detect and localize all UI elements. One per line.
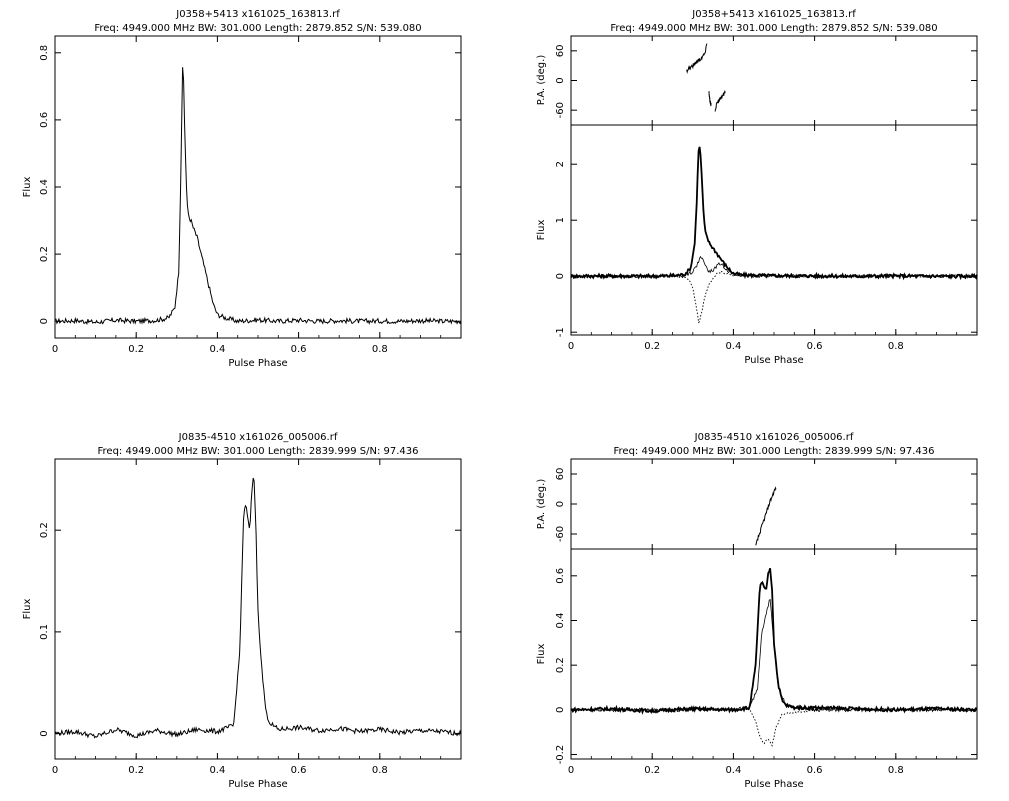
panel-3-data [54,477,462,739]
x-tick-label: 0.8 [888,765,904,776]
panel-2-subtitle: Freq: 4949.000 MHz BW: 301.000 Length: 2… [610,23,937,34]
pa-curve [686,43,708,74]
x-tick-label: 0.8 [372,344,388,355]
x-tick-label: 0 [52,344,58,355]
panel-4-pa-frame [570,458,978,550]
panel-4-frame [570,548,978,760]
x-tick-label: 0.4 [209,344,225,355]
pa-curve [714,89,726,112]
x-tick-label: 0.6 [807,765,823,776]
panel-1-title: J0358+5413 x161025_163813.rf [175,9,340,20]
y-tick-label: 0.2 [555,657,566,673]
pa-y-tick-label: 0 [555,501,566,507]
pa-y-tick-label: -60 [555,102,566,118]
panel-3-xlabel: Pulse Phase [228,779,287,790]
x-tick-label: 0.2 [644,341,660,352]
panel-2-xlabel: Pulse Phase [744,355,803,366]
panel-2-ylabel: Flux [536,220,547,241]
x-tick-label: 0.4 [725,341,741,352]
y-tick-label: 0.4 [39,179,50,195]
panel-2-pa-ylabel: P.A. (deg.) [536,55,547,106]
x-tick-label: 0.4 [725,765,741,776]
panel-2-pa-frame [570,35,978,126]
panel-2: J0358+5413 x161025_163813.rf Freq: 4949.… [536,9,978,366]
x-tick-label: 0.8 [372,765,388,776]
panel-3-title: J0835-4510 x161026_005006.rf [178,432,338,443]
x-tick-label: 0.8 [888,341,904,352]
panel-2-pa-data [686,43,726,112]
series-line-dotted [570,270,978,324]
pa-curve [708,91,712,107]
y-tick-label: 1 [555,217,566,223]
x-tick-label: 0.2 [644,765,660,776]
y-tick-label: -0.2 [555,745,566,765]
y-tick-label: 0 [39,730,50,736]
series-line-thick [570,146,978,281]
y-tick-label: -1 [555,327,566,337]
y-tick-label: 0.6 [555,568,566,584]
series-line-solid [54,477,462,739]
panel-4-title: J0835-4510 x161026_005006.rf [694,432,854,443]
series-line-thin [570,255,978,280]
panel-4-ylabel: Flux [536,644,547,665]
panel-1: J0358+5413 x161025_163813.rf Freq: 4949.… [22,9,462,369]
pa-curve [755,486,777,546]
y-tick-label: 0.8 [39,45,50,61]
panel-2-pa-axes: -60 0 60 [555,36,977,125]
panel-4-data [570,567,978,747]
panel-4-xlabel: Pulse Phase [744,779,803,790]
series-line-thin [570,598,978,713]
x-tick-label: 0.2 [128,765,144,776]
x-tick-label: 0.6 [291,344,307,355]
y-tick-label: 0.2 [39,522,50,538]
x-tick-label: 0 [568,765,574,776]
panel-3-subtitle: Freq: 4949.000 MHz BW: 301.000 Length: 2… [98,446,419,457]
panel-1-subtitle: Freq: 4949.000 MHz BW: 301.000 Length: 2… [94,23,421,34]
panel-1-frame [54,35,462,339]
panel-4-pa-data [755,486,777,546]
panel-3-ylabel: Flux [22,599,33,620]
series-line-dotted [570,708,978,747]
panel-1-axes: 0 0.2 0.4 0.6 0.8 0 0.2 0.4 0.6 0.8 [39,36,461,355]
y-tick-label: 0 [39,318,50,324]
x-tick-label: 0.4 [209,765,225,776]
pa-y-tick-label: 60 [555,468,566,481]
panel-4-axes: 0 0.2 0.4 0.6 0.8-0.200.20.40.6 [555,549,977,776]
x-tick-label: 0 [568,341,574,352]
panel-4-pa-axes: -60 0 60 [555,459,977,549]
y-tick-label: 0.6 [39,112,50,128]
x-tick-label: 0.6 [291,765,307,776]
y-tick-label: 0.4 [555,613,566,629]
y-tick-label: 0.2 [39,246,50,262]
pa-y-tick-label: 0 [555,77,566,83]
y-tick-label: 2 [555,161,566,167]
x-tick-label: 0.6 [807,341,823,352]
panel-2-data [570,146,978,324]
panel-1-ylabel: Flux [22,177,33,198]
panel-1-xlabel: Pulse Phase [228,358,287,369]
panel-4-pa-ylabel: P.A. (deg.) [536,479,547,530]
series-line-solid [54,67,462,326]
panel-1-data [54,67,462,326]
pa-y-tick-label: 60 [555,44,566,57]
y-tick-label: 0 [555,707,566,713]
panel-3: J0835-4510 x161026_005006.rf Freq: 4949.… [22,432,462,790]
y-tick-label: 0 [555,273,566,279]
x-tick-label: 0 [52,765,58,776]
panel-4-subtitle: Freq: 4949.000 MHz BW: 301.000 Length: 2… [614,446,935,457]
x-tick-label: 0.2 [128,344,144,355]
panel-3-axes: 0 0.2 0.4 0.6 0.8 0 0.1 0.2 [39,459,461,776]
panel-2-frame [570,124,978,336]
pa-y-tick-label: -60 [555,526,566,542]
y-tick-label: 0.1 [39,624,50,640]
panel-2-title: J0358+5413 x161025_163813.rf [691,9,856,20]
panel-4: J0835-4510 x161026_005006.rf Freq: 4949.… [536,432,978,790]
